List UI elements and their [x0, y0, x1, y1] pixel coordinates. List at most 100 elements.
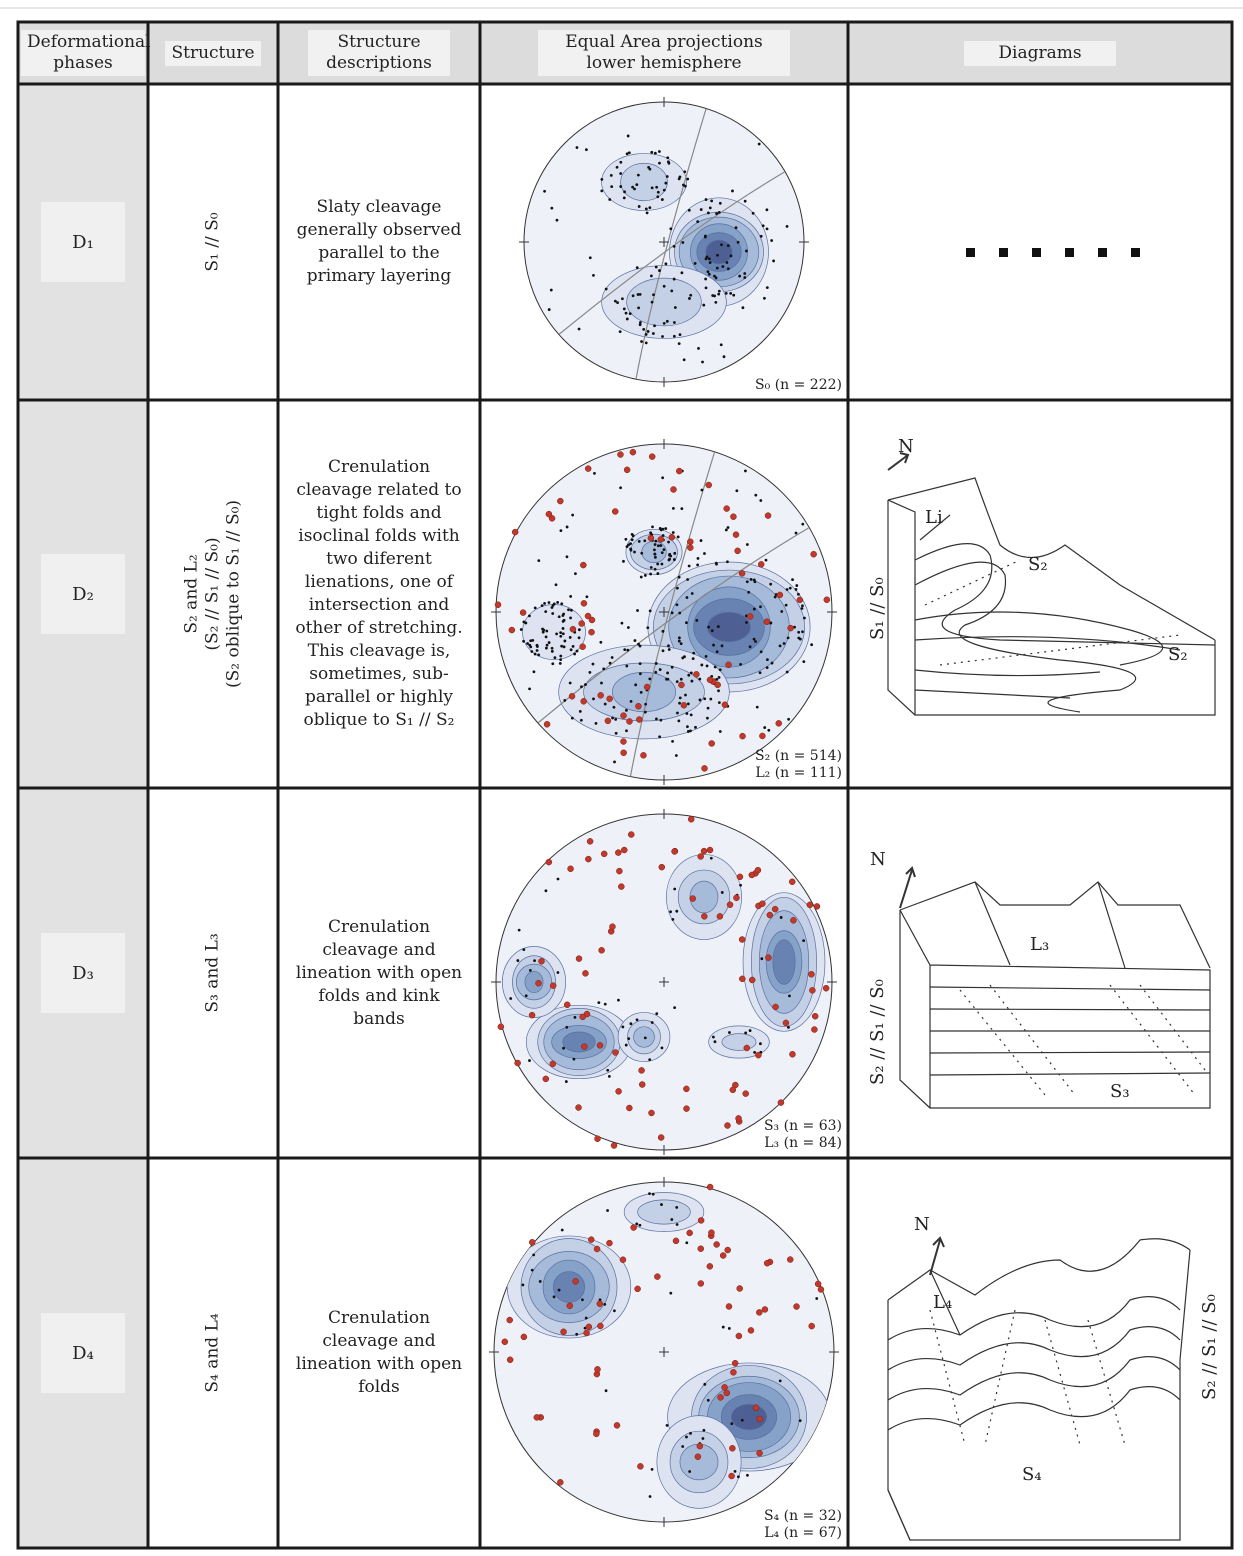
pole-dot: [670, 665, 674, 669]
pole-dot: [668, 552, 672, 556]
pole-dot: [638, 1223, 642, 1227]
lineation-dot: [626, 718, 633, 725]
contour: [562, 1031, 596, 1053]
pole-dot: [785, 224, 789, 228]
pole-dot: [685, 712, 689, 715]
pole-dot: [565, 525, 569, 529]
pole-dot: [652, 293, 655, 297]
pole-dot: [600, 189, 604, 193]
pole-dot: [629, 547, 633, 551]
lineation-dot: [514, 1059, 521, 1067]
pole-dot: [726, 526, 730, 529]
contour: [626, 277, 702, 327]
lineation-dot: [763, 618, 771, 625]
lineation-dot: [724, 1122, 731, 1129]
pole-dot: [563, 698, 567, 702]
pole-dot: [517, 928, 521, 932]
pole-dot: [658, 161, 661, 165]
diagram-label: N: [914, 1214, 930, 1235]
pole-dot: [645, 211, 649, 215]
pole-dot: [758, 671, 762, 675]
pole-dot: [764, 558, 768, 562]
pole-dot: [717, 701, 721, 705]
pole-dot: [639, 321, 642, 324]
pole-dot: [656, 562, 660, 566]
lineation-dot: [497, 1023, 505, 1031]
pole-dot: [635, 266, 639, 270]
pole-dot: [719, 343, 723, 347]
lineation-dot: [693, 671, 700, 678]
lineation-dot: [790, 917, 797, 924]
pole-dot: [735, 489, 739, 493]
pole-dot: [710, 199, 714, 203]
pole-dot: [706, 716, 709, 720]
lineation-dot: [776, 591, 784, 599]
lineation-dot: [735, 1115, 742, 1122]
pole-dot: [561, 627, 565, 630]
pole-dot: [649, 572, 652, 576]
pole-dot: [604, 287, 608, 291]
pole-dot: [672, 334, 676, 338]
pole-dot: [744, 469, 747, 473]
structure-text: S₄ and L₄: [202, 1313, 223, 1393]
pole-dot: [649, 566, 653, 569]
pole-dot: [640, 340, 643, 343]
pole-dot: [653, 555, 657, 559]
lineation-dot: [606, 695, 613, 703]
pole-dot: [556, 877, 560, 881]
pole-dot: [681, 241, 685, 244]
contour: [707, 611, 751, 643]
lineation-dot: [777, 1099, 785, 1106]
lineation-dot: [771, 905, 779, 913]
description: Crenulation cleavage and lineation with …: [295, 916, 463, 1029]
pole-dot: [563, 639, 567, 643]
lineation-dot: [627, 831, 635, 838]
contour: [731, 1403, 767, 1431]
pole-dot: [555, 218, 559, 222]
pole-dot: [670, 611, 674, 615]
pole-dot: [696, 557, 700, 560]
lineation-dot: [793, 1303, 800, 1310]
pole-dot: [643, 710, 647, 714]
pole-dot: [784, 603, 788, 607]
pole-dot: [638, 292, 642, 296]
pole-dot: [802, 660, 806, 664]
pole-dot: [528, 1059, 531, 1062]
lineation-dot: [757, 561, 765, 568]
pole-dot: [726, 267, 730, 271]
lineation-dot: [809, 987, 816, 994]
lineation-dot: [629, 448, 637, 456]
pole-dot: [560, 602, 564, 606]
pole-dot: [522, 639, 525, 643]
pole-dot: [672, 277, 676, 281]
pole-dot: [615, 165, 619, 169]
lineation-dot: [638, 1081, 646, 1088]
pole-dot: [677, 575, 681, 579]
lineation-dot: [636, 716, 643, 723]
pole-dot: [626, 134, 630, 138]
pole-dot: [689, 729, 692, 733]
lineation-dot: [706, 1263, 714, 1270]
fold-block-d2: [887, 452, 1216, 716]
lineation-dot: [593, 1245, 601, 1253]
pole-dot: [608, 198, 612, 201]
pole-dot: [787, 717, 791, 721]
pole-dot: [588, 670, 592, 674]
pole-dot: [629, 542, 633, 546]
pole-dot: [613, 1309, 616, 1313]
pole-dot: [767, 728, 771, 732]
pole-dot: [544, 889, 548, 893]
pole-dot: [522, 948, 526, 951]
lineation-dot: [822, 984, 830, 992]
pole-dot: [673, 551, 677, 555]
pole-dot: [708, 261, 712, 264]
lineation-dot: [721, 701, 729, 709]
lineation-dot: [739, 975, 746, 983]
pole-dot: [685, 596, 689, 599]
lineation-dot: [755, 1051, 762, 1059]
lineation-dot: [782, 1019, 790, 1027]
lineation-dot: [609, 923, 616, 930]
kink-block-d3: [899, 866, 1211, 1109]
lineation-dot: [683, 1085, 690, 1093]
pole-dot: [611, 716, 614, 720]
